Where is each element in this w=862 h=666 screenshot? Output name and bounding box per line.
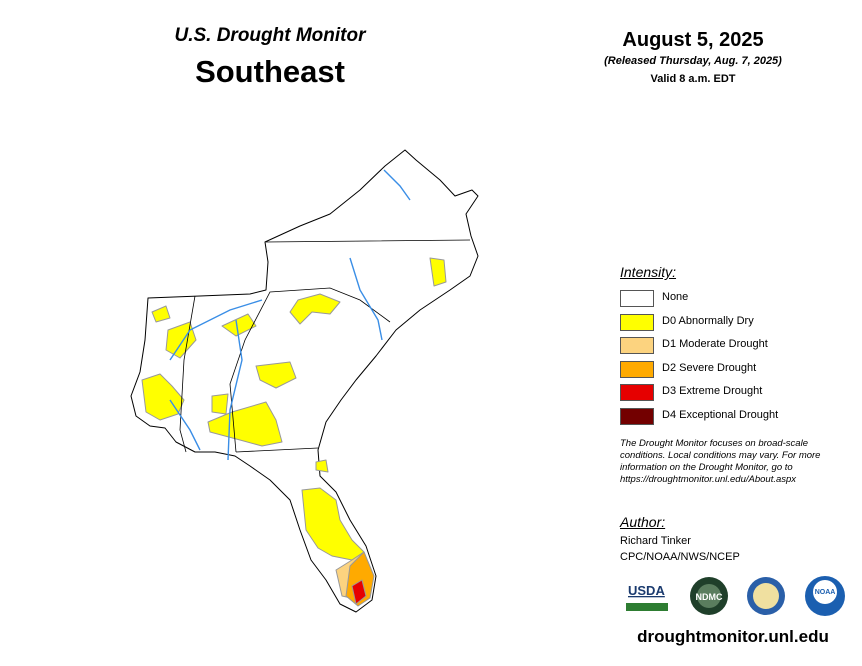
note: The Drought Monitor focuses on broad-sca… — [620, 438, 821, 485]
author-title: Author: — [620, 514, 666, 530]
logo-ndmc-inner — [697, 584, 721, 608]
released: (Released Thursday, Aug. 7, 2025) — [604, 55, 782, 67]
region-outline — [130, 149, 479, 613]
author-name: Richard Tinker — [620, 535, 691, 547]
state-line — [179, 239, 471, 453]
logos: USDA NDMC NOAA — [626, 576, 845, 616]
legend-label: D0 Abnormally Dry — [662, 314, 754, 327]
logo-usda: USDA — [628, 583, 665, 598]
logo-ndmc: NDMC — [696, 592, 723, 602]
river — [169, 169, 411, 461]
legend-label: D4 Exceptional Drought — [662, 408, 779, 421]
legend-label: D3 Extreme Drought — [662, 385, 763, 397]
logo-noaa-inner — [813, 580, 837, 604]
legend-label: None — [662, 291, 689, 303]
legend-swatch — [620, 360, 654, 378]
program-title: U.S. Drought Monitor — [174, 25, 366, 46]
legend-label: D2 Severe Drought — [662, 361, 757, 374]
valid: Valid 8 a.m. EDT — [650, 73, 736, 85]
url: droughtmonitor.unl.edu — [637, 627, 829, 646]
legend-swatch — [620, 407, 654, 425]
d3-area — [351, 579, 367, 605]
date: August 5, 2025 — [622, 29, 764, 51]
region-title: Southeast — [195, 54, 345, 89]
legend-swatch — [620, 313, 654, 331]
logo-doc-inner — [753, 583, 779, 609]
legend-label: D1 Moderate Drought — [662, 338, 768, 350]
legend-swatch — [620, 290, 654, 307]
logo-noaa: NOAA — [815, 589, 836, 596]
legend-swatch — [620, 337, 654, 354]
logo-usda-mark — [626, 603, 668, 611]
legend-swatch — [620, 384, 654, 401]
legend-title: Intensity: — [620, 264, 677, 280]
author-affiliation: CPC/NOAA/NWS/NCEP — [620, 551, 740, 563]
